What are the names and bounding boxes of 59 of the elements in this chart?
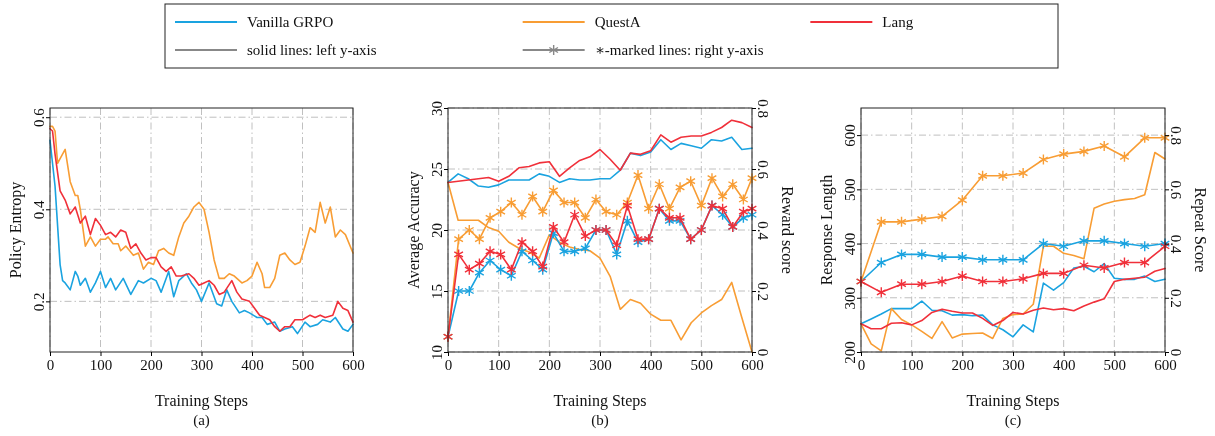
x-axis-title: Training Steps xyxy=(553,392,647,410)
y2-tick-label: 0.8 xyxy=(755,99,771,118)
legend-label: Vanilla GRPO xyxy=(247,14,334,30)
x-tick-label: 600 xyxy=(342,356,365,373)
x-tick-label: 100 xyxy=(900,356,924,373)
y2-tick-label: 0.8 xyxy=(1168,126,1184,145)
y-tick-label: 30 xyxy=(429,101,445,116)
y-tick-label: 0.2 xyxy=(31,292,47,312)
x-tick-label: 600 xyxy=(741,356,764,373)
text: (a) xyxy=(193,412,210,429)
x-tick-label: 0 xyxy=(857,356,866,373)
y2-axis-title: Reward score xyxy=(779,186,796,274)
x-tick-label: 200 xyxy=(538,356,562,373)
text: ∗-marked lines: right y-axis xyxy=(594,42,764,58)
y2-tick-label: 0.2 xyxy=(755,282,771,301)
y-tick-label: 600 xyxy=(842,124,858,147)
y-tick-label: 500 xyxy=(842,178,858,202)
legend-label: QuestA xyxy=(594,14,641,30)
x-tick-label: 500 xyxy=(690,356,714,373)
y-tick-label: 300 xyxy=(842,287,858,310)
y2-tick-label: 0.4 xyxy=(755,221,771,241)
x-tick-label: 500 xyxy=(1103,356,1127,373)
x-axis-title: Training Steps xyxy=(154,392,249,410)
y-tick-label: 25 xyxy=(429,162,445,177)
legend-label: Lang xyxy=(882,14,914,30)
x-tick-label: 300 xyxy=(1002,356,1025,373)
y2-tick-label: 0.2 xyxy=(1168,288,1184,308)
y-axis-title: Policy Entropy xyxy=(7,181,25,279)
y-tick-label: 0.4 xyxy=(31,199,47,220)
text: solid lines: left y-axis xyxy=(247,42,377,58)
x-tick-label: 200 xyxy=(951,356,975,373)
x-tick-label: 100 xyxy=(487,356,511,373)
x-tick-label: 300 xyxy=(190,356,214,373)
y2-tick-label: 0 xyxy=(1168,348,1184,357)
x-tick-label: 600 xyxy=(1154,356,1177,373)
x-tick-label: 400 xyxy=(1052,356,1076,373)
y-tick-label: 10 xyxy=(429,345,445,360)
x-tick-label: 200 xyxy=(140,356,163,373)
y-axis-title: Response Length xyxy=(818,174,836,286)
x-tick-label: 500 xyxy=(291,356,315,373)
x-axis-title: Training Steps xyxy=(966,392,1060,410)
y2-tick-label: 0 xyxy=(755,348,771,357)
x-tick-label: 0 xyxy=(46,356,55,373)
x-tick-label: 400 xyxy=(241,356,264,373)
text: (b) xyxy=(591,412,609,429)
y2-tick-label: 0.6 xyxy=(1168,180,1184,200)
y2-axis-title: Repeat Score xyxy=(1191,187,1209,273)
text: (c) xyxy=(1004,412,1022,429)
y-tick-label: 400 xyxy=(842,232,858,256)
y-axis-title: Average Accuracy xyxy=(405,171,423,289)
y2-tick-label: 0.6 xyxy=(755,160,771,180)
x-tick-label: 100 xyxy=(89,356,113,373)
x-tick-label: 300 xyxy=(589,356,612,373)
x-tick-label: 400 xyxy=(639,356,663,373)
y-tick-label: 15 xyxy=(429,284,445,299)
y-tick-label: 0.6 xyxy=(31,107,47,128)
x-tick-label: 0 xyxy=(444,356,453,373)
y2-tick-label: 0.4 xyxy=(1168,234,1184,254)
y-tick-label: 20 xyxy=(429,223,445,238)
